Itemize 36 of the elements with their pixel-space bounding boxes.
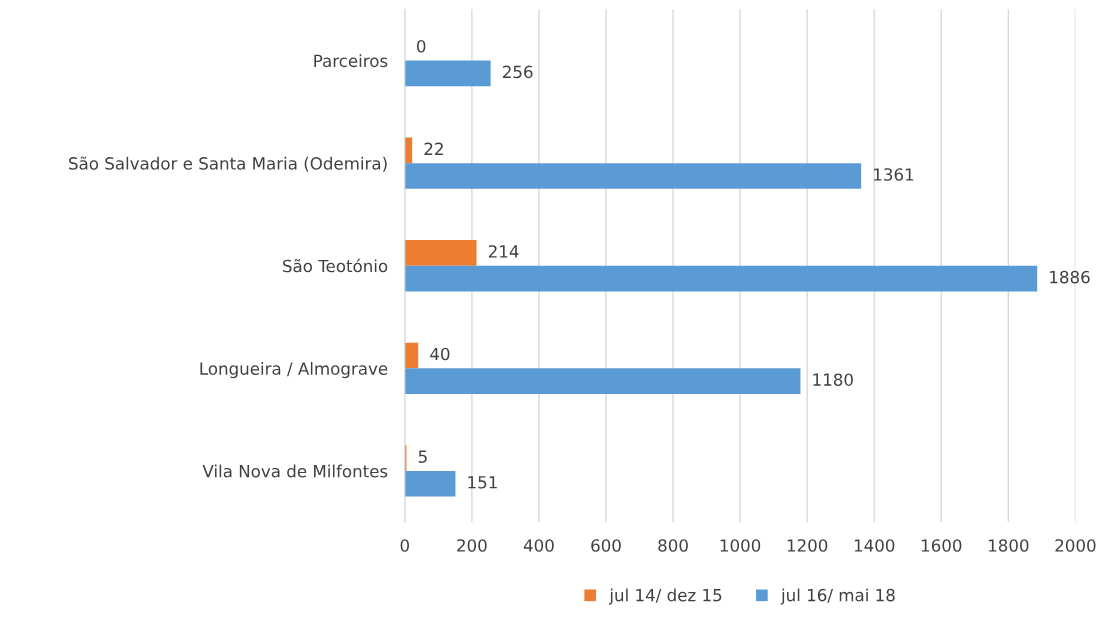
bar xyxy=(404,470,456,497)
data-label: 1180 xyxy=(813,373,853,386)
data-label: 214 xyxy=(488,245,519,258)
x-tick-label: 800 xyxy=(658,539,688,552)
bar xyxy=(404,265,1038,292)
x-tick-label: 1000 xyxy=(720,539,761,552)
x-tick-label: 200 xyxy=(457,539,487,552)
data-label: 151 xyxy=(468,476,497,489)
x-tick-label: 2000 xyxy=(1055,539,1096,552)
data-label: 256 xyxy=(502,65,533,79)
y-tick-label: Vila Nova de Milfontes xyxy=(202,464,388,478)
y-tick-label: Longueira / Almograve xyxy=(200,362,388,379)
bar xyxy=(404,368,801,394)
x-tick-label: 1400 xyxy=(854,539,895,552)
data-label: 0 xyxy=(417,39,426,53)
bar xyxy=(404,342,419,369)
legend-label: jul 14/ dez 15 xyxy=(609,588,722,605)
x-tick-label: 1800 xyxy=(988,539,1029,552)
data-label: 40 xyxy=(430,347,450,361)
data-label: 22 xyxy=(424,142,443,155)
bar xyxy=(404,163,862,189)
x-tick-label: 400 xyxy=(523,539,554,552)
data-label: 1886 xyxy=(1050,270,1090,284)
bar xyxy=(404,60,491,87)
bar xyxy=(404,137,413,164)
legend-label: jul 16/ mai 18 xyxy=(780,588,895,605)
data-label: 5 xyxy=(418,450,427,463)
data-label: 1361 xyxy=(874,168,914,181)
x-tick-label: 1600 xyxy=(921,539,962,552)
x-tick-label: 0 xyxy=(400,539,409,552)
x-tick-label: 600 xyxy=(591,539,621,552)
y-tick-label: Parceiros xyxy=(314,54,388,68)
y-tick-label: São Teotónio xyxy=(283,258,388,273)
y-tick-label: São Salvador e Santa Maria (Odemira) xyxy=(69,156,387,172)
x-tick-label: 1200 xyxy=(787,539,828,552)
bar xyxy=(404,240,477,266)
